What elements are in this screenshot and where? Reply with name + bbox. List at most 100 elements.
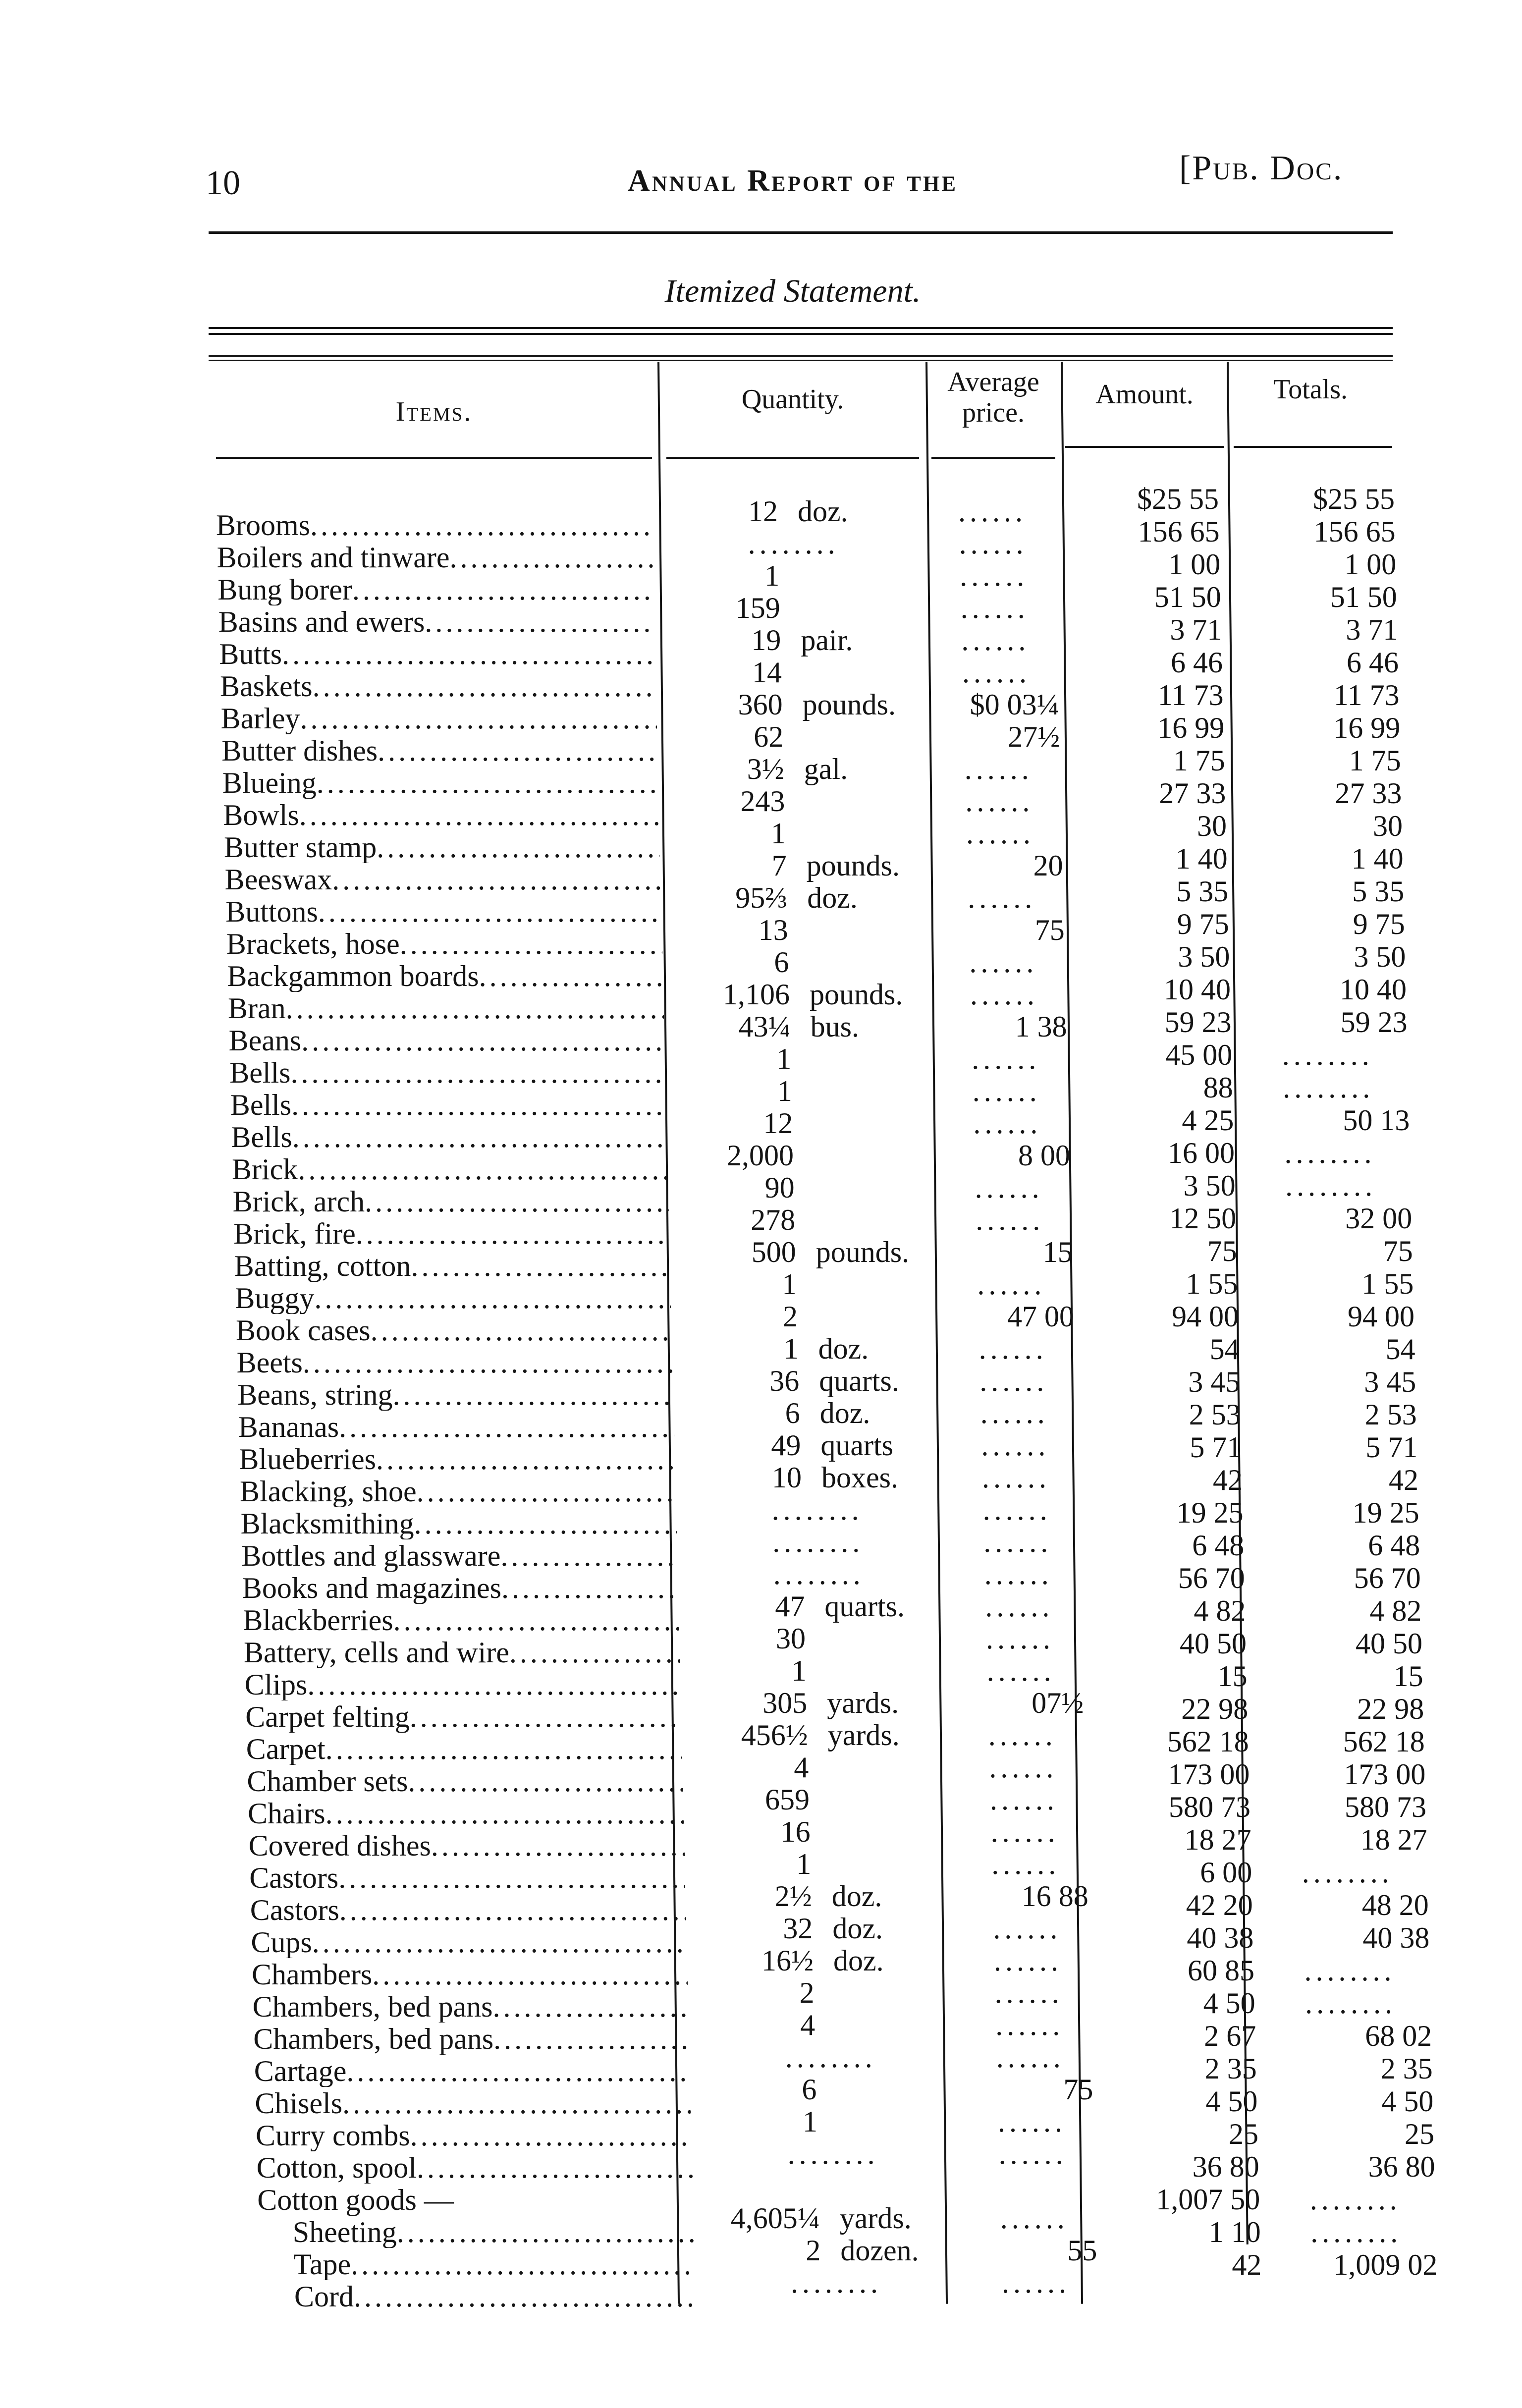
quantity-value: 13 [758, 914, 788, 946]
item-label: Backgammon boards [227, 960, 479, 992]
quantity-value: ........ [771, 1494, 863, 1526]
dot-leader: ........................................… [351, 2248, 695, 2280]
quantity-unit: doz. [819, 1397, 870, 1429]
quantity-unit: pounds. [802, 688, 896, 721]
quantity-unit: pounds. [815, 1236, 910, 1268]
average-price-value: ...... [989, 1751, 1058, 1783]
total-value: 1,009 02 [1333, 2248, 1438, 2281]
average-price-value: ...... [972, 1043, 1040, 1075]
column-header-items: Items. [395, 396, 473, 427]
amount-value: 30 [1197, 810, 1227, 842]
item-row: Chambers, bed pans......................… [253, 2023, 689, 2055]
item-row: Basins and ewers........................… [218, 606, 654, 638]
average-price-value: ...... [972, 1075, 1041, 1107]
item-label: Clips [244, 1669, 308, 1700]
quantity-unit: pair. [801, 624, 853, 657]
quantity-value: 278 [751, 1204, 796, 1236]
dot-leader: ........................................… [396, 2216, 694, 2248]
item-label: Blueberries [239, 1443, 376, 1475]
item-label: Sheeting [292, 2216, 397, 2248]
total-value: 42 [1389, 1464, 1418, 1496]
item-label: Tape [293, 2248, 351, 2280]
item-row: Brooms..................................… [216, 509, 652, 541]
item-label: Chamber sets [247, 1765, 408, 1797]
item-row: Blackberries............................… [243, 1604, 679, 1636]
dot-leader: ........................................… [355, 1218, 669, 1250]
average-price-value: ...... [998, 2106, 1066, 2137]
item-row: Carpet..................................… [246, 1733, 682, 1765]
total-value: 16 99 [1333, 711, 1401, 744]
dot-leader: ........................................… [325, 1733, 682, 1765]
average-price-value: ...... [994, 1977, 1063, 2009]
total-value: 2 35 [1380, 2052, 1433, 2085]
dot-leader: ........................................… [298, 1153, 668, 1185]
total-value: ........ [1284, 1137, 1376, 1169]
total-value: 562 18 [1343, 1725, 1425, 1758]
quantity-value: ........ [787, 2138, 879, 2170]
item-label: Covered dishes [248, 1830, 431, 1861]
average-price-value: ...... [990, 1784, 1058, 1815]
amount-value: 4 25 [1182, 1104, 1234, 1137]
item-row: Blacking, shoe..........................… [240, 1476, 676, 1507]
item-row: Covered dishes..........................… [249, 1830, 685, 1861]
item-label: Batting, cotton [234, 1250, 411, 1282]
amount-value: 18 27 [1184, 1823, 1251, 1856]
average-price-value: ...... [977, 1268, 1046, 1300]
quantity-unit: boxes. [821, 1461, 898, 1494]
header-underline-price [931, 457, 1055, 459]
average-price-line-1: Average [947, 367, 1039, 397]
average-price-value: ...... [980, 1397, 1049, 1429]
dot-leader: ........................................… [410, 2120, 692, 2151]
amount-value: 562 18 [1167, 1725, 1249, 1758]
amount-value: 1 55 [1186, 1267, 1238, 1300]
amount-value: 2 67 [1204, 2020, 1256, 2052]
item-label: Bottles and glassware [241, 1540, 501, 1572]
item-label: Buttons [225, 896, 318, 928]
column-header-totals: Totals. [1273, 374, 1348, 405]
item-row: Barley..................................… [221, 703, 657, 734]
dot-leader: ........................................… [416, 1476, 676, 1507]
item-row: Clips...................................… [245, 1669, 681, 1700]
average-price-value: ...... [973, 1107, 1042, 1139]
average-price-value: ...... [986, 1623, 1054, 1654]
item-row: Butter stamp............................… [224, 831, 660, 863]
amount-value: 11 73 [1157, 679, 1224, 711]
average-price-value: ...... [968, 882, 1036, 914]
quantity-unit: yards. [827, 1719, 900, 1751]
item-row: Brick, arch.............................… [233, 1186, 669, 1217]
item-row: Chambers................................… [252, 1959, 688, 1990]
average-price-value: ...... [991, 1848, 1060, 1880]
total-value: $25 55 [1313, 483, 1395, 515]
amount-value: 94 00 [1172, 1300, 1239, 1333]
item-row: Bananas.................................… [238, 1411, 674, 1443]
quantity-unit: doz. [798, 495, 848, 528]
total-value: 25 [1405, 2118, 1434, 2150]
item-row: Batting, cotton.........................… [234, 1250, 670, 1282]
dot-leader: ........................................… [312, 1926, 687, 1958]
item-row: Battery, cells and wire.................… [244, 1637, 680, 1668]
total-value: 6 48 [1368, 1529, 1420, 1562]
average-price-value: ...... [1002, 2267, 1070, 2299]
quantity-value: ........ [772, 1526, 864, 1558]
dot-leader: ........................................… [300, 703, 657, 734]
item-row: Beets...................................… [237, 1347, 673, 1378]
quantity-value: 16½ [761, 1944, 814, 1977]
average-price-value: ...... [996, 2041, 1065, 2073]
total-value: 1 55 [1361, 1267, 1414, 1300]
quantity-value: 7 [771, 849, 787, 882]
average-price-value: $0 03¼ [970, 688, 1059, 721]
item-label: Boilers and tinware [217, 542, 450, 573]
item-label: Castors [249, 1862, 339, 1894]
quantity-value: 1 [764, 559, 780, 592]
dot-leader: ........................................… [299, 799, 659, 831]
average-price-value: ...... [990, 1816, 1059, 1848]
amount-value: 580 73 [1169, 1791, 1250, 1823]
average-price-value: ...... [994, 1945, 1062, 1976]
item-row: Bells...................................… [231, 1121, 667, 1153]
header-underline-quantity [666, 457, 919, 459]
amount-value: 3 71 [1170, 613, 1222, 646]
average-price-value: ...... [988, 1719, 1057, 1751]
item-row: Brick, fire.............................… [233, 1218, 669, 1250]
total-value: 54 [1385, 1333, 1415, 1366]
average-price-value: ...... [982, 1494, 1051, 1526]
